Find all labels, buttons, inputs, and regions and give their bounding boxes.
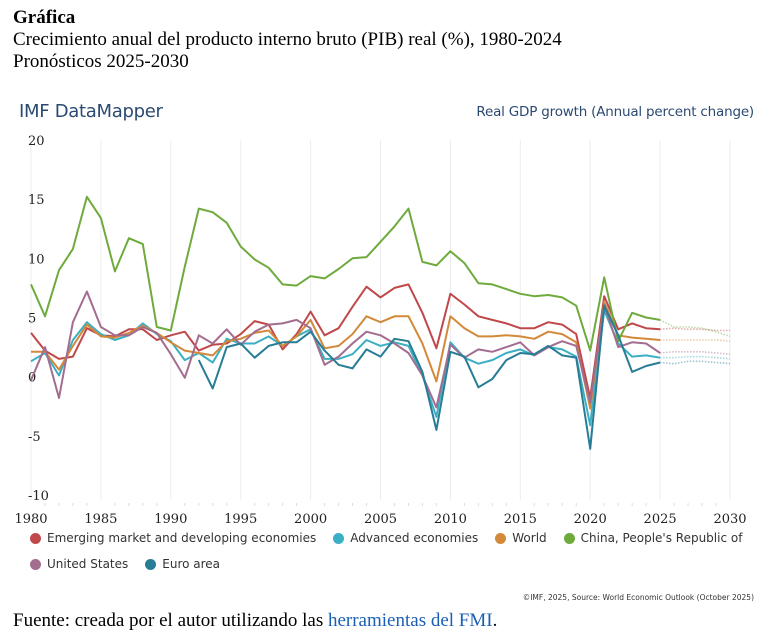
source-prefix: Fuente: creada por el autor utilizando l… (13, 610, 328, 631)
source-suffix: . (492, 610, 498, 631)
legend-label: World (512, 531, 547, 545)
series-line-forecast[interactable] (659, 319, 731, 338)
imf-tools-link[interactable]: herramientas del FMI (327, 610, 493, 631)
series-line-forecast[interactable] (660, 355, 731, 360)
x-tick-label: 2005 (364, 512, 397, 527)
brand-logo-text: IMF DataMapper (19, 101, 163, 122)
legend-swatch-icon (563, 532, 575, 544)
y-tick-label: 20 (28, 134, 45, 149)
y-tick-label: -10 (28, 489, 49, 504)
x-tick-label: 2020 (574, 512, 607, 527)
legend-label: China, People's Republic of (580, 531, 743, 545)
y-tick-label: 15 (28, 193, 45, 208)
x-tick-label: 1990 (154, 512, 187, 527)
legend-swatch-icon (30, 558, 41, 570)
indicator-title: Real GDP growth (Annual percent change) (476, 104, 754, 120)
x-tick-label: 2015 (504, 512, 537, 527)
series-line-forecast[interactable] (660, 327, 730, 332)
x-tick-label: 2030 (713, 512, 746, 527)
legend-item[interactable]: World (495, 530, 547, 546)
legend-label: Euro area (162, 557, 221, 571)
y-tick-label: 10 (28, 252, 45, 267)
chart-legend: Emerging market and developing economies… (30, 530, 760, 582)
figure-subtitle: Crecimiento anual del producto interno b… (13, 29, 562, 50)
y-tick-label: -5 (28, 430, 41, 445)
legend-swatch-icon (145, 558, 157, 570)
series-line-historical[interactable] (31, 301, 661, 410)
legend-swatch-icon (495, 532, 507, 544)
series-world[interactable] (31, 301, 731, 410)
legend-label: Advanced economies (350, 531, 479, 545)
legend-label: United States (47, 557, 129, 571)
legend-swatch-icon (333, 532, 345, 544)
x-tick-label: 1995 (224, 512, 257, 527)
x-tick-label: 1980 (14, 512, 47, 527)
series-china-people-s-republic-of[interactable] (30, 195, 731, 352)
x-axis: 1980 1985 1990 1995 2000 2005 2010 2015 2020 2025… (14, 512, 746, 527)
figure-heading: Gráfica (13, 7, 76, 28)
series-line-forecast[interactable] (660, 351, 731, 355)
legend-item[interactable]: Emerging market and developing economies (30, 530, 316, 546)
series-line-forecast[interactable] (660, 360, 731, 365)
x-tick-label: 2025 (644, 512, 677, 527)
series-line-forecast[interactable] (660, 339, 731, 342)
forecast-note: Pronósticos 2025-2030 (13, 51, 189, 72)
series-line-historical[interactable] (30, 195, 661, 352)
legend-item[interactable]: Advanced economies (333, 530, 478, 546)
legend-item[interactable]: China, People's Republic of (563, 530, 743, 546)
legend-swatch-icon (30, 532, 41, 544)
source-note: Fuente: creada por el autor utilizando l… (13, 610, 497, 632)
series-united-states[interactable] (30, 290, 731, 409)
legend-item[interactable]: Euro area (145, 556, 220, 572)
series-euro-area[interactable] (197, 304, 731, 450)
series-line-historical[interactable] (197, 304, 661, 450)
legend-label: Emerging market and developing economies (47, 531, 317, 545)
series-lines (30, 195, 731, 450)
y-tick-label: 5 (28, 312, 36, 327)
x-tick-label: 2000 (294, 512, 327, 527)
x-tick-label: 2010 (434, 512, 467, 527)
document-title-block: Gráfica Crecimiento anual del producto i… (13, 7, 562, 73)
legend-item[interactable]: United States (30, 556, 128, 572)
series-line-historical[interactable] (30, 290, 661, 409)
copyright-notice: ©IMF, 2025, Source: World Economic Outlo… (522, 593, 754, 602)
x-tick-label: 1985 (84, 512, 117, 527)
